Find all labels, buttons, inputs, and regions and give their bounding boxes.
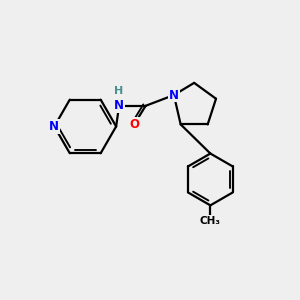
- Text: CH₃: CH₃: [200, 216, 221, 226]
- Text: O: O: [129, 118, 140, 130]
- Text: N: N: [169, 88, 179, 102]
- Text: N: N: [114, 99, 124, 112]
- Text: N: N: [49, 120, 59, 133]
- Text: H: H: [115, 86, 124, 96]
